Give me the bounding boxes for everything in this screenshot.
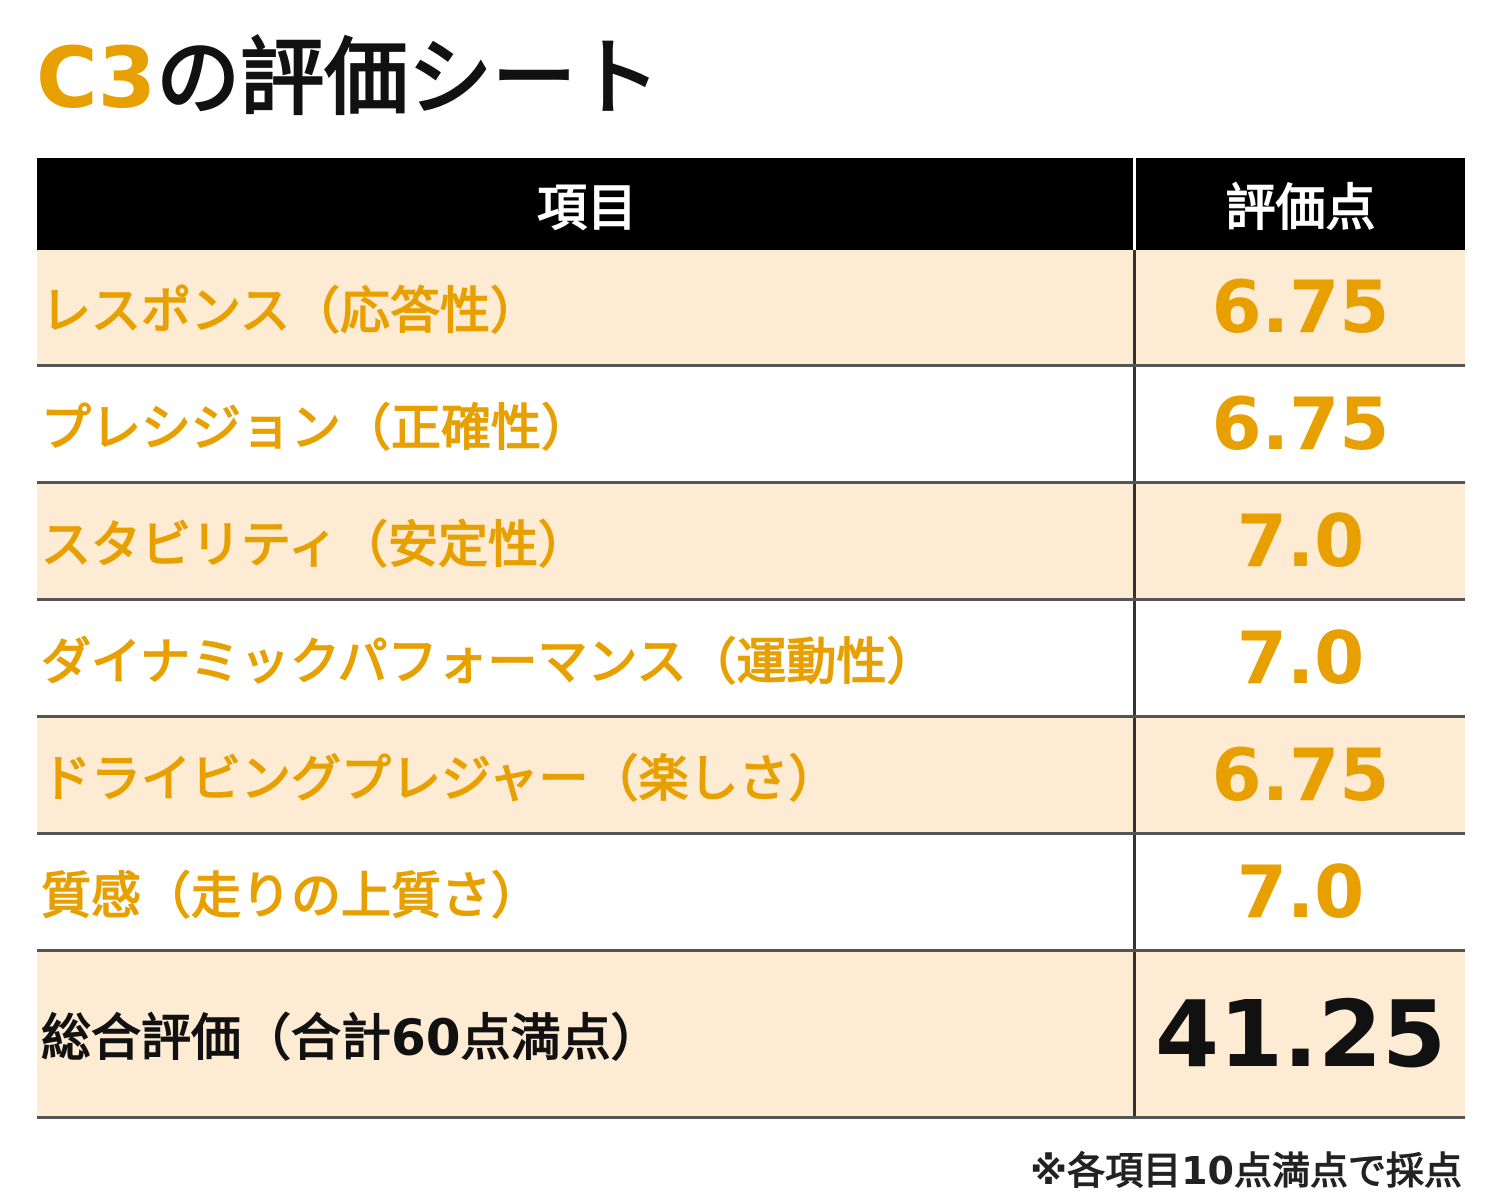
score: 6.75: [1133, 250, 1465, 364]
score: 7.0: [1133, 484, 1465, 598]
score: 6.75: [1133, 718, 1465, 832]
header-cell: 評価点: [1133, 158, 1465, 250]
total-score: 41.25: [1133, 952, 1465, 1116]
header-cell: 項目: [537, 179, 637, 237]
item-label: プレシジョン（正確性）: [41, 399, 591, 457]
table-header: 項目 評価点: [37, 158, 1465, 250]
item-label: スタビリティ（安定性）: [41, 516, 588, 574]
table-row: 質感（走りの上質さ） 7.0: [37, 835, 1465, 952]
total-label: 総合評価（合計60点満点）: [41, 1009, 661, 1067]
note: ※各項目10点満点で採点: [1030, 1149, 1462, 1193]
title: C3の評価シート: [36, 28, 660, 128]
table-row: ダイナミックパフォーマンス（運動性） 7.0: [37, 601, 1465, 718]
title-model: C3: [36, 29, 157, 127]
item-label: 質感（走りの上質さ）: [41, 867, 541, 925]
table-row: ドライビングプレジャー（楽しさ） 6.75: [37, 718, 1465, 835]
item-label: ダイナミックパフォーマンス（運動性）: [41, 633, 937, 691]
table-row: レスポンス（応答性） 6.75: [37, 250, 1465, 367]
item-label: レスポンス（応答性）: [41, 282, 540, 340]
total-row: 総合評価（合計60点満点） 41.25: [37, 952, 1465, 1119]
score: 7.0: [1133, 601, 1465, 715]
item-label: ドライビングプレジャー（楽しさ）: [41, 750, 839, 808]
table-row: プレシジョン（正確性） 6.75: [37, 367, 1465, 484]
score: 7.0: [1133, 835, 1465, 949]
score: 6.75: [1133, 367, 1465, 481]
title-text: の評価シート: [156, 29, 661, 127]
table-row: スタビリティ（安定性） 7.0: [37, 484, 1465, 601]
